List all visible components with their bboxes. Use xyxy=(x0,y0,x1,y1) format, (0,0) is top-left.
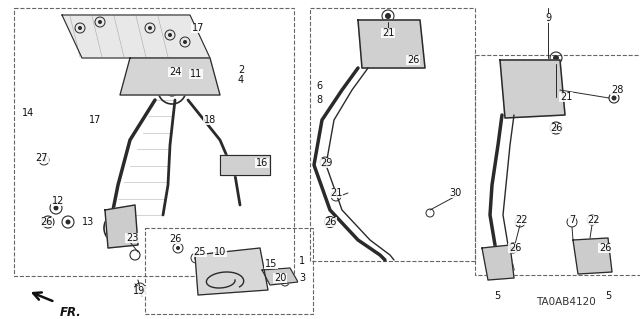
Circle shape xyxy=(148,26,152,30)
Text: 11: 11 xyxy=(190,69,202,79)
Text: 12: 12 xyxy=(52,196,64,206)
Circle shape xyxy=(554,125,559,130)
Text: 17: 17 xyxy=(89,115,101,125)
Text: 20: 20 xyxy=(274,273,286,283)
Circle shape xyxy=(611,95,616,100)
Circle shape xyxy=(98,20,102,24)
Polygon shape xyxy=(358,20,425,68)
Text: 25: 25 xyxy=(194,247,206,257)
Text: 17: 17 xyxy=(192,23,204,33)
Circle shape xyxy=(413,56,417,61)
Text: 29: 29 xyxy=(320,158,332,168)
Text: 23: 23 xyxy=(126,233,138,243)
Circle shape xyxy=(543,93,547,97)
Text: TA0AB4120: TA0AB4120 xyxy=(536,297,596,307)
Text: 26: 26 xyxy=(599,243,611,253)
Circle shape xyxy=(138,68,142,72)
Circle shape xyxy=(323,160,327,164)
Polygon shape xyxy=(105,205,138,248)
Text: 26: 26 xyxy=(407,55,419,65)
Text: 9: 9 xyxy=(545,13,551,23)
Text: 16: 16 xyxy=(256,158,268,168)
Text: 26: 26 xyxy=(40,217,52,227)
Text: 22: 22 xyxy=(515,215,527,225)
Bar xyxy=(310,8,475,261)
Circle shape xyxy=(168,33,172,37)
Circle shape xyxy=(193,68,197,72)
Circle shape xyxy=(375,53,379,57)
Circle shape xyxy=(78,26,82,30)
Circle shape xyxy=(158,63,162,67)
Text: 8: 8 xyxy=(316,95,322,105)
Bar xyxy=(14,8,294,276)
Polygon shape xyxy=(195,248,268,295)
Text: 5: 5 xyxy=(494,291,500,301)
Text: FR.: FR. xyxy=(60,306,82,319)
Text: 1: 1 xyxy=(299,256,305,266)
Circle shape xyxy=(368,30,372,34)
Bar xyxy=(145,228,313,314)
Polygon shape xyxy=(262,268,298,285)
Circle shape xyxy=(255,166,260,170)
Circle shape xyxy=(511,246,515,250)
Text: 5: 5 xyxy=(605,291,611,301)
Polygon shape xyxy=(220,155,270,175)
Text: 19: 19 xyxy=(133,286,145,296)
Text: 4: 4 xyxy=(238,75,244,85)
Circle shape xyxy=(516,98,520,102)
Circle shape xyxy=(402,50,406,54)
Circle shape xyxy=(183,40,187,44)
Text: 24: 24 xyxy=(169,67,181,77)
Text: 13: 13 xyxy=(82,217,94,227)
Circle shape xyxy=(54,205,58,211)
Text: 26: 26 xyxy=(509,243,521,253)
Text: 26: 26 xyxy=(169,234,181,244)
Text: 28: 28 xyxy=(611,85,623,95)
Text: 18: 18 xyxy=(204,115,216,125)
Text: 30: 30 xyxy=(449,188,461,198)
Circle shape xyxy=(211,256,215,260)
Circle shape xyxy=(176,246,180,250)
Text: 22: 22 xyxy=(587,215,599,225)
Circle shape xyxy=(65,219,70,225)
Bar xyxy=(475,55,640,275)
Text: 14: 14 xyxy=(22,108,34,118)
Circle shape xyxy=(408,33,412,37)
Circle shape xyxy=(328,219,333,225)
Circle shape xyxy=(533,66,537,70)
Text: 7: 7 xyxy=(569,215,575,225)
Polygon shape xyxy=(62,15,210,58)
Circle shape xyxy=(511,70,515,74)
Text: 10: 10 xyxy=(214,247,226,257)
Text: 2: 2 xyxy=(238,65,244,75)
Text: 6: 6 xyxy=(316,81,322,91)
Text: 21: 21 xyxy=(560,92,572,102)
Circle shape xyxy=(45,219,51,225)
Circle shape xyxy=(391,26,395,30)
Text: 27: 27 xyxy=(36,153,48,163)
Polygon shape xyxy=(573,238,612,274)
Circle shape xyxy=(550,73,554,77)
Circle shape xyxy=(203,78,207,82)
Text: 21: 21 xyxy=(330,188,342,198)
Circle shape xyxy=(385,13,391,19)
Text: 26: 26 xyxy=(550,123,562,133)
Circle shape xyxy=(42,158,46,162)
Circle shape xyxy=(194,256,198,260)
Circle shape xyxy=(553,55,559,61)
Text: 26: 26 xyxy=(324,217,336,227)
Circle shape xyxy=(603,248,607,252)
Text: 21: 21 xyxy=(382,28,394,38)
Polygon shape xyxy=(482,245,514,280)
Polygon shape xyxy=(500,60,565,118)
Text: 3: 3 xyxy=(299,273,305,283)
Polygon shape xyxy=(120,58,220,95)
Text: 15: 15 xyxy=(265,259,277,269)
